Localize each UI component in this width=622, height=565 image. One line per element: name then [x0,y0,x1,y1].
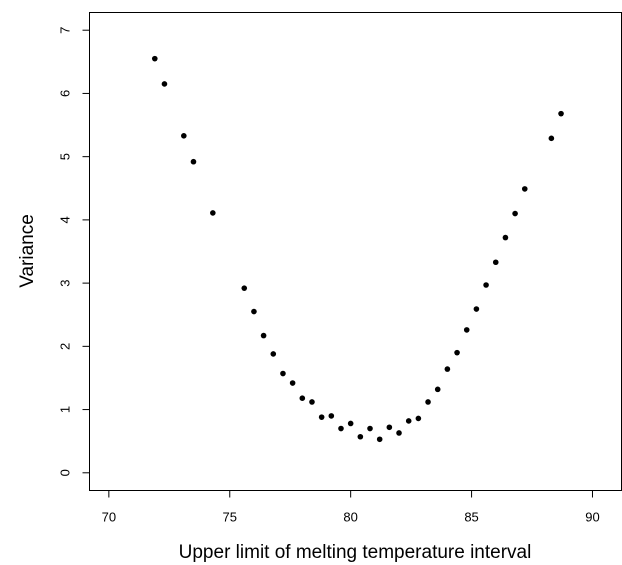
data-point [151,55,158,62]
data-point [376,436,383,443]
data-point [454,349,460,356]
data-point [367,425,373,432]
x-axis-title: Upper limit of melting temperature inter… [179,542,532,563]
x-tick-label: 75 [223,510,237,525]
x-tick-label: 90 [585,510,599,525]
data-point [357,433,364,440]
data-point [444,366,451,372]
y-tick-label: 0 [58,469,73,476]
data-point [328,413,335,419]
data-point [396,430,402,436]
data-point [270,351,277,357]
data-point [558,110,564,117]
y-tick-label: 5 [58,153,73,160]
y-axis: 0 1 2 3 4 5 6 7 [58,27,90,476]
data-point [318,414,325,420]
data-point [483,282,489,288]
data-point [548,135,555,142]
data-point [338,425,344,432]
data-point [425,399,431,405]
data-point [210,210,216,216]
y-tick-label: 2 [58,343,73,350]
y-axis-title: Variance [17,214,38,288]
data-points [151,55,564,443]
data-point [347,420,354,427]
data-point [492,259,499,266]
data-point [463,327,470,333]
data-point [241,285,248,291]
data-point [289,380,296,386]
data-point [415,415,422,422]
data-point [502,234,509,241]
data-point [190,158,197,165]
data-point [181,132,187,139]
data-point [434,386,441,393]
data-point [512,210,518,217]
data-point [405,418,412,424]
y-tick-label: 6 [58,90,73,97]
data-point [521,186,528,192]
x-axis: 70 75 80 85 90 [102,490,600,525]
x-tick-label: 80 [343,510,357,525]
y-tick-label: 4 [58,216,73,223]
y-tick-label: 7 [58,27,73,34]
data-point [386,424,393,431]
data-point [280,370,286,377]
data-point [309,399,315,405]
data-point [473,306,480,312]
x-tick-label: 85 [464,510,478,525]
data-point [260,332,267,339]
data-point [161,81,168,87]
y-tick-label: 1 [58,406,73,413]
data-point [299,395,306,401]
plot-frame [89,12,622,491]
data-point [251,308,257,315]
y-tick-label: 3 [58,279,73,286]
x-tick-label: 70 [102,510,116,525]
